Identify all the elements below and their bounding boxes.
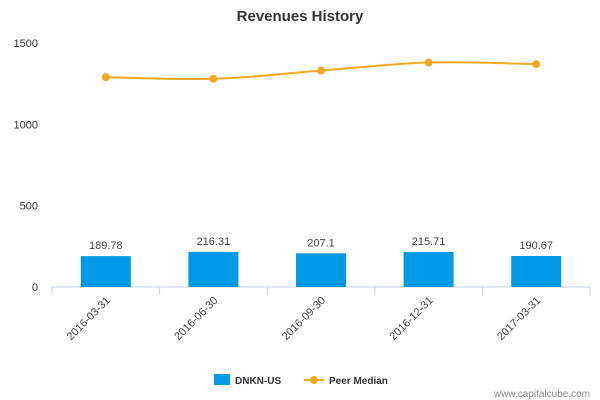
bar-data-label: 215.71 [412, 236, 446, 248]
line-point [101, 73, 110, 82]
y-tick-label: 500 [20, 201, 38, 213]
credit-text: www.capitalcube.com [493, 389, 590, 400]
x-tick-label: 2016-03-31 [65, 295, 113, 343]
legend-label-peer-median: Peer Median [329, 376, 388, 387]
x-axis: 2016-03-31 2016-06-30 2016-09-30 2016-12-31… [51, 286, 591, 343]
legend-label-dnkn-us: DNKN-US [235, 376, 281, 387]
x-tick-label: 2016-12-31 [387, 295, 435, 343]
y-tick-label: 0 [32, 282, 38, 294]
bar-data-label: 190.67 [519, 240, 553, 252]
y-tick-label: 1500 [14, 38, 38, 50]
bar [296, 253, 346, 287]
x-tick-label: 2016-06-30 [172, 295, 220, 343]
legend-swatch-peer-median-marker [310, 376, 318, 384]
x-tick-label: 2017-03-31 [495, 295, 543, 343]
line-point [209, 74, 218, 83]
bar-data-labels: 189.78 216.31 207.1 215.71 190.67 [89, 236, 553, 252]
x-tick-label: 2016-09-30 [280, 295, 328, 343]
line-series [101, 58, 541, 83]
legend: DNKN-US Peer Median [214, 374, 388, 387]
legend-swatch-dnkn-us [214, 374, 230, 385]
bar-series [80, 251, 562, 287]
line-point [424, 58, 433, 67]
line-point [532, 60, 541, 69]
bar [188, 251, 239, 287]
bar-data-label: 207.1 [307, 237, 335, 249]
chart-title: Revenues History [237, 8, 364, 25]
y-tick-label: 1000 [14, 119, 38, 131]
line-point [317, 66, 325, 75]
bar [511, 255, 562, 287]
bar-data-label: 189.78 [89, 240, 123, 252]
bar [403, 251, 454, 287]
bar [80, 256, 131, 287]
bar-data-label: 216.31 [197, 236, 231, 248]
y-axis: 0 500 1000 1500 [14, 38, 38, 294]
